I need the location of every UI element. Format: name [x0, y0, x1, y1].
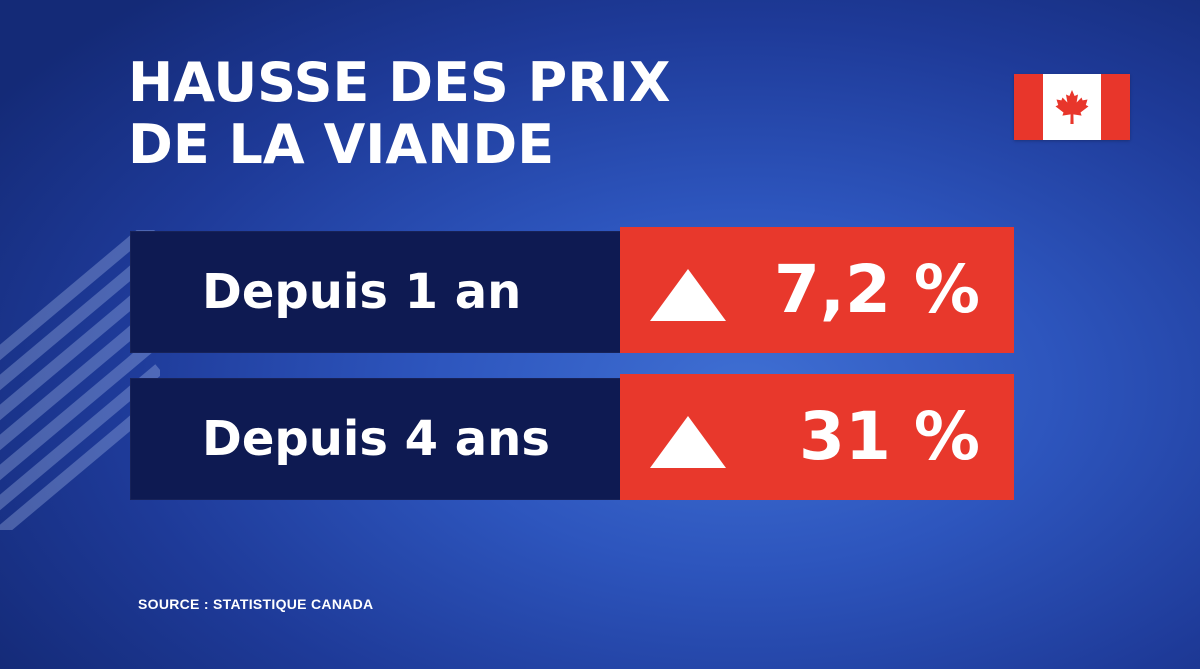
up-triangle-icon	[650, 416, 726, 468]
canada-flag-icon	[1014, 74, 1130, 140]
stat-value-box: 7,2 %	[620, 227, 1014, 353]
stat-label-box: Depuis 1 an	[130, 231, 622, 353]
stat-label: Depuis 1 an	[202, 264, 522, 320]
graphic-title: HAUSSE DES PRIX DE LA VIANDE	[128, 52, 671, 176]
flag-center	[1043, 74, 1101, 140]
stat-label-box: Depuis 4 ans	[130, 378, 622, 500]
source-caption: SOURCE : STATISTIQUE CANADA	[138, 596, 374, 612]
stat-value-box: 31 %	[620, 374, 1014, 500]
up-triangle-icon	[650, 269, 726, 321]
title-line-2: DE LA VIANDE	[128, 113, 555, 176]
flag-right-band	[1101, 74, 1130, 140]
flag-left-band	[1014, 74, 1043, 140]
stat-value: 7,2 %	[773, 251, 980, 328]
stat-value: 31 %	[799, 398, 980, 475]
maple-leaf-icon	[1055, 90, 1089, 124]
stat-label: Depuis 4 ans	[202, 411, 550, 467]
title-line-1: HAUSSE DES PRIX	[128, 51, 671, 114]
